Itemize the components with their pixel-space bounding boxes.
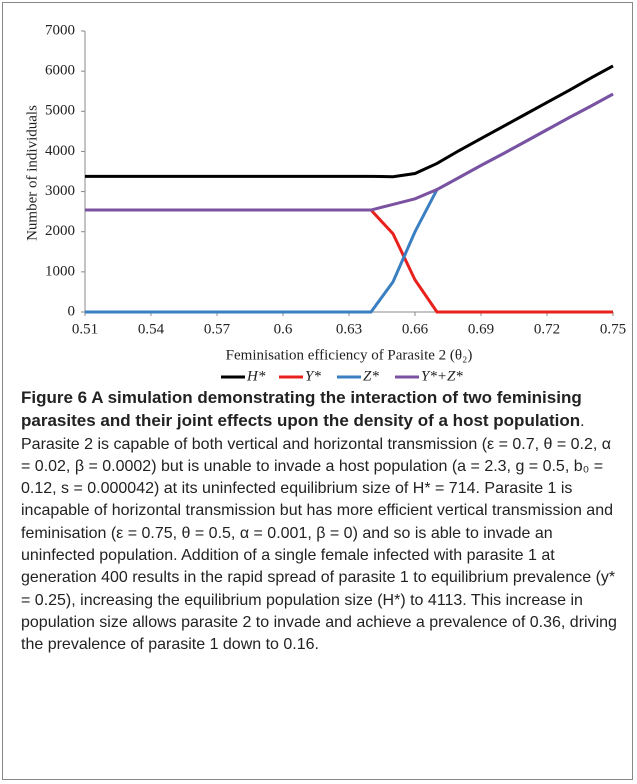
series-line (85, 64, 614, 179)
y-tick-label: 0 (68, 303, 76, 319)
series-line (85, 92, 614, 314)
legend-label: H* (246, 368, 266, 383)
legend-label: Z* (363, 368, 379, 383)
y-tick-label: 4000 (45, 143, 75, 159)
series-line (85, 92, 614, 212)
x-tick-label: 0.6 (274, 321, 293, 337)
x-tick-label: 0.51 (72, 321, 98, 337)
x-tick-label: 0.69 (468, 321, 494, 337)
x-tick-label: 0.54 (138, 321, 165, 337)
x-tick-label: 0.66 (402, 321, 429, 337)
legend-label: Y* (305, 368, 321, 383)
x-tick-label: 0.75 (600, 321, 626, 337)
x-axis-label: Feminisation efficiency of Parasite 2 (θ… (226, 347, 473, 363)
caption: Figure 6 A simulation demonstrating the … (21, 387, 621, 657)
y-tick-label: 7000 (45, 22, 75, 38)
series-line (85, 208, 613, 314)
y-tick-label: 3000 (45, 183, 75, 199)
chart: Number of individuals Feminisation effic… (24, 22, 626, 383)
x-tick-label: 0.63 (336, 321, 362, 337)
x-tick-label: 0.57 (204, 321, 231, 337)
y-tick-label: 6000 (45, 63, 75, 79)
legend-label: Y*+Z* (421, 368, 463, 383)
y-axis-label: Number of individuals (24, 105, 40, 241)
y-tick-label: 1000 (45, 263, 75, 279)
caption-text: . Parasite 2 is capable of both vertical… (21, 413, 617, 654)
caption-title: A simulation demonstrating the interacti… (21, 388, 582, 431)
x-tick-label: 0.72 (534, 321, 560, 337)
caption-label: Figure 6 (21, 388, 88, 407)
y-tick-label: 5000 (45, 103, 75, 119)
y-tick-label: 2000 (45, 223, 75, 239)
